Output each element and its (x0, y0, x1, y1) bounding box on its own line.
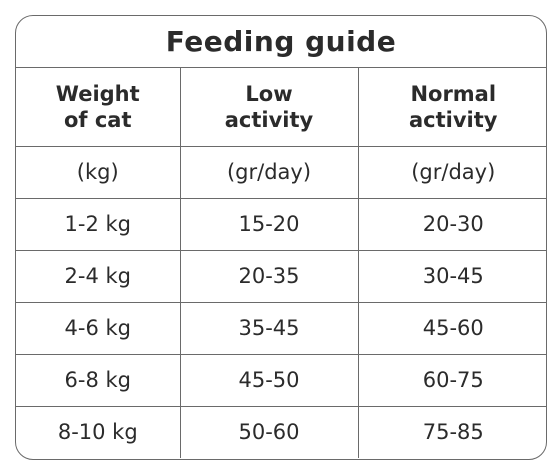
header-low-activity: Low activity (180, 68, 359, 147)
low-activity-cell: 20-35 (180, 250, 359, 303)
header-low-line1: Low (245, 81, 293, 106)
normal-activity-cell: 30-45 (358, 250, 546, 303)
weight-cell: 6-8 kg (16, 354, 181, 407)
table-row: 4-6 kg 35-45 45-60 (16, 302, 546, 355)
low-activity-cell: 45-50 (180, 354, 359, 407)
header-weight-line1: Weight (55, 81, 140, 106)
low-activity-cell: 50-60 (180, 406, 359, 458)
low-activity-cell: 35-45 (180, 302, 359, 355)
weight-cell: 1-2 kg (16, 198, 181, 251)
normal-activity-cell: 60-75 (358, 354, 546, 407)
normal-activity-cell: 45-60 (358, 302, 546, 355)
header-row: Weight of cat Low activity Normal activi… (16, 68, 546, 147)
header-weight-line2: of cat (63, 107, 132, 132)
table-row: 8-10 kg 50-60 75-85 (16, 406, 546, 458)
normal-activity-cell: 75-85 (422, 420, 484, 445)
table-row: 6-8 kg 45-50 60-75 (16, 354, 546, 407)
weight-cell: 2-4 kg (16, 250, 181, 303)
header-normal-line2: activity (409, 107, 498, 132)
header-weight: Weight of cat (16, 68, 181, 147)
unit-cell: (gr/day) (180, 146, 359, 199)
header-normal-line1: Normal (410, 81, 497, 106)
table-row: 1-2 kg 15-20 20-30 (16, 198, 546, 251)
feeding-guide-table-container: Feeding guide Weight of cat Low activity… (15, 15, 547, 460)
weight-cell: 8-10 kg (16, 406, 181, 458)
weight-cell: 4-6 kg (16, 302, 181, 355)
table-row: 2-4 kg 20-35 30-45 (16, 250, 546, 303)
header-normal-activity: Normal activity (358, 68, 546, 147)
header-low-line2: activity (224, 107, 314, 132)
table-title: Feeding guide (16, 16, 546, 68)
units-row: (kg) (gr/day) (gr/day) (16, 146, 546, 199)
unit-cell: (kg) (16, 146, 181, 199)
low-activity-cell: 15-20 (180, 198, 359, 251)
feeding-table: Weight of cat Low activity Normal activi… (16, 68, 546, 458)
unit-cell: (gr/day) (358, 146, 546, 199)
normal-activity-cell: 20-30 (358, 198, 546, 251)
